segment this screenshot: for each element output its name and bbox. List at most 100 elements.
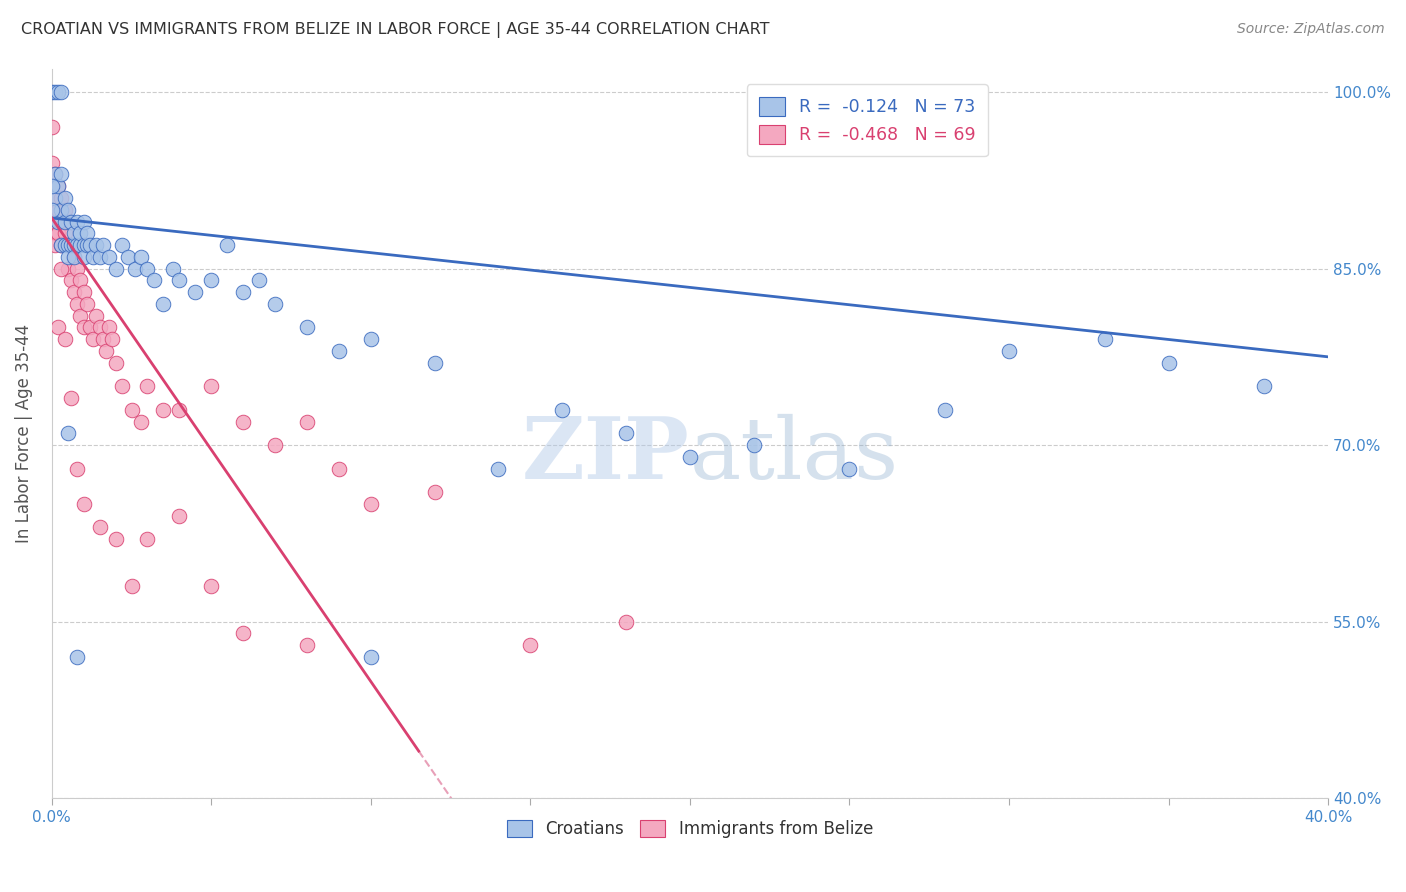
Point xyxy=(41,155,63,169)
Point xyxy=(66,214,89,228)
Point xyxy=(76,238,98,252)
Point xyxy=(1157,356,1180,370)
Point xyxy=(232,285,254,299)
Point xyxy=(59,273,82,287)
Point xyxy=(73,250,96,264)
Point xyxy=(73,214,96,228)
Point xyxy=(44,168,66,182)
Point xyxy=(838,461,860,475)
Point xyxy=(98,320,121,334)
Point xyxy=(46,320,69,334)
Point xyxy=(41,202,63,217)
Point xyxy=(111,238,134,252)
Point xyxy=(51,85,73,99)
Point xyxy=(295,320,318,334)
Point xyxy=(51,202,73,217)
Point xyxy=(89,250,111,264)
Point xyxy=(423,356,446,370)
Point xyxy=(934,402,956,417)
Point xyxy=(41,85,63,99)
Point xyxy=(169,273,191,287)
Point xyxy=(89,520,111,534)
Text: CROATIAN VS IMMIGRANTS FROM BELIZE IN LABOR FORCE | AGE 35-44 CORRELATION CHART: CROATIAN VS IMMIGRANTS FROM BELIZE IN LA… xyxy=(21,22,769,38)
Point xyxy=(169,402,191,417)
Text: atlas: atlas xyxy=(690,414,898,497)
Point xyxy=(328,343,350,358)
Point xyxy=(614,615,637,629)
Point xyxy=(111,379,134,393)
Point xyxy=(69,309,91,323)
Point xyxy=(69,238,91,252)
Point xyxy=(152,297,174,311)
Point xyxy=(44,168,66,182)
Point xyxy=(89,320,111,334)
Point xyxy=(69,273,91,287)
Point xyxy=(56,238,79,252)
Point xyxy=(136,379,159,393)
Point xyxy=(104,356,127,370)
Point xyxy=(46,202,69,217)
Point xyxy=(53,332,76,346)
Point xyxy=(73,285,96,299)
Point xyxy=(91,332,114,346)
Point xyxy=(41,179,63,194)
Point xyxy=(264,297,287,311)
Point xyxy=(66,238,89,252)
Point xyxy=(124,261,146,276)
Point xyxy=(56,238,79,252)
Point xyxy=(63,285,86,299)
Point xyxy=(63,250,86,264)
Point xyxy=(679,450,702,464)
Point xyxy=(129,250,152,264)
Point xyxy=(614,426,637,441)
Point xyxy=(41,120,63,135)
Point xyxy=(217,238,239,252)
Point xyxy=(44,85,66,99)
Point xyxy=(76,297,98,311)
Point xyxy=(423,485,446,500)
Point xyxy=(98,250,121,264)
Point xyxy=(1253,379,1275,393)
Point xyxy=(53,214,76,228)
Point xyxy=(66,297,89,311)
Point xyxy=(76,227,98,241)
Point xyxy=(152,402,174,417)
Point xyxy=(63,250,86,264)
Point xyxy=(59,391,82,405)
Point xyxy=(79,320,101,334)
Point xyxy=(73,497,96,511)
Point xyxy=(44,191,66,205)
Point xyxy=(82,332,104,346)
Point xyxy=(91,238,114,252)
Point xyxy=(94,343,117,358)
Point xyxy=(66,461,89,475)
Point xyxy=(104,261,127,276)
Point xyxy=(59,238,82,252)
Point xyxy=(51,214,73,228)
Point xyxy=(56,261,79,276)
Point xyxy=(169,508,191,523)
Point xyxy=(69,227,91,241)
Legend: Croatians, Immigrants from Belize: Croatians, Immigrants from Belize xyxy=(501,813,880,845)
Point xyxy=(66,649,89,664)
Point xyxy=(56,250,79,264)
Point xyxy=(73,320,96,334)
Point xyxy=(56,426,79,441)
Point xyxy=(551,402,574,417)
Point xyxy=(53,238,76,252)
Point xyxy=(232,415,254,429)
Point xyxy=(129,415,152,429)
Point xyxy=(104,533,127,547)
Point xyxy=(44,214,66,228)
Point xyxy=(53,227,76,241)
Point xyxy=(59,238,82,252)
Point xyxy=(121,579,143,593)
Point xyxy=(142,273,165,287)
Point xyxy=(53,191,76,205)
Point xyxy=(519,638,541,652)
Point xyxy=(51,261,73,276)
Point xyxy=(232,626,254,640)
Point xyxy=(41,202,63,217)
Point xyxy=(200,379,222,393)
Point xyxy=(44,191,66,205)
